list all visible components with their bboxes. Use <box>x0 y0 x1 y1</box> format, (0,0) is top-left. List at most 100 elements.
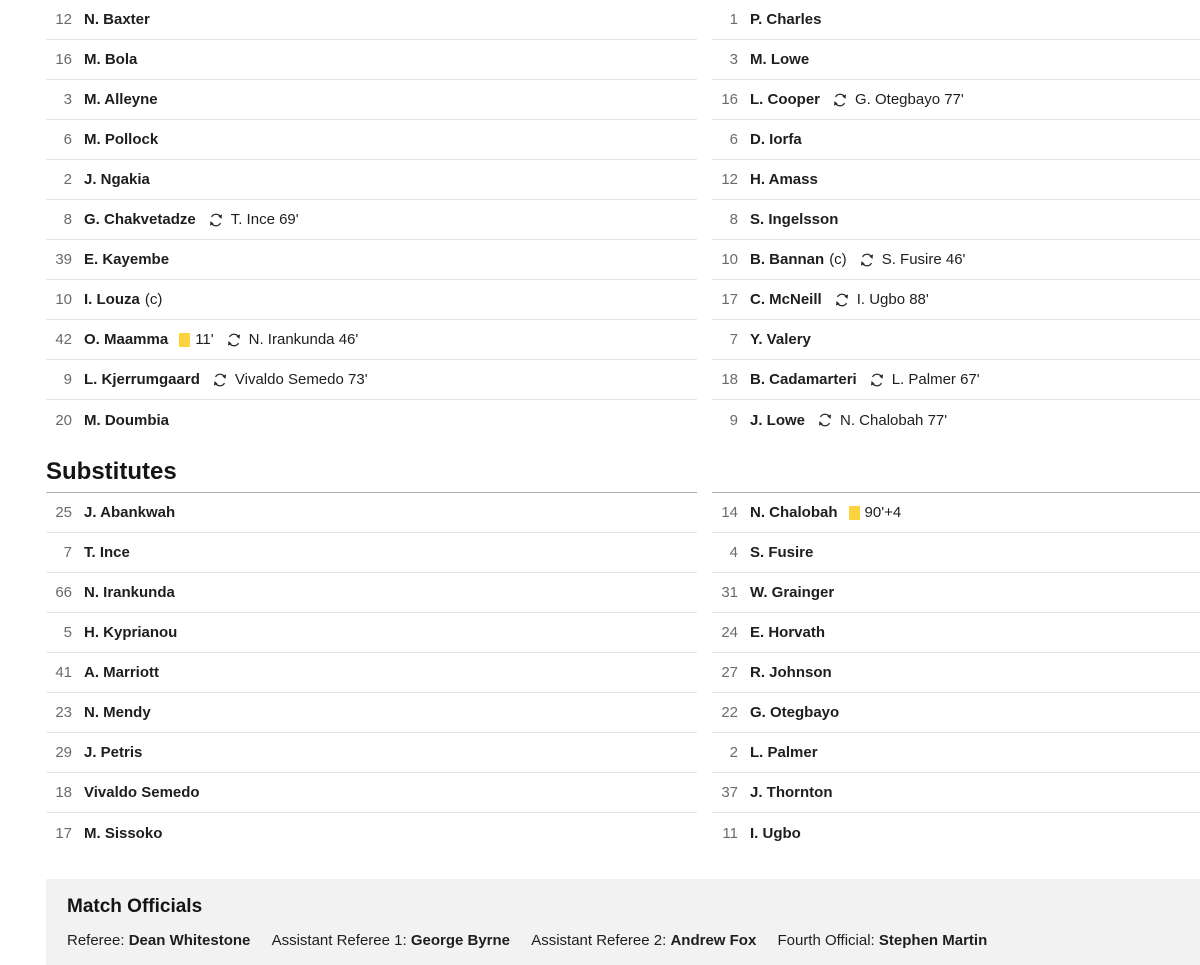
official-name: George Byrne <box>410 932 511 949</box>
player-row: 2 J. Ngakia <box>46 160 697 200</box>
player-name: P. Charles <box>750 11 822 28</box>
player-name: D. Iorfa <box>750 131 802 148</box>
player-name: L. Kjerrumgaard <box>84 371 200 388</box>
substitution-icon <box>870 373 883 386</box>
player-row: 14 N. Chalobah 90'+4 <box>712 493 1200 533</box>
shirt-number: 22 <box>721 704 738 721</box>
player-row: 7 Y. Valery <box>712 320 1200 360</box>
player-name: J. Abankwah <box>84 504 176 521</box>
player-row: 3 M. Alleyne <box>46 80 697 120</box>
shirt-number: 12 <box>55 11 72 28</box>
player-row: 22 G. Otegbayo <box>712 693 1200 733</box>
substitution-info: L. Palmer 67' <box>869 371 980 388</box>
substitution-info: Vivaldo Semedo 73' <box>212 371 368 388</box>
player-row: 7 T. Ince <box>46 533 697 573</box>
substitutes-heading: Substitutes <box>46 457 177 485</box>
shirt-number: 66 <box>55 584 72 601</box>
player-row: 39 E. Kayembe <box>46 240 697 280</box>
shirt-number: 6 <box>729 131 738 148</box>
shirt-number: 23 <box>55 704 72 721</box>
official-role-label: Referee: <box>67 932 125 949</box>
player-row: 12 H. Amass <box>712 160 1200 200</box>
player-name: B. Bannan <box>750 251 825 268</box>
player-row: 17 M. Sissoko <box>46 813 697 853</box>
substitution-icon <box>227 333 240 346</box>
booking: 11' <box>179 331 214 348</box>
shirt-number: 2 <box>729 744 738 761</box>
player-name: Y. Valery <box>750 331 811 348</box>
away-team-column: 1 P. Charles 3 M. Lowe 16 L. Cooper G. O… <box>712 0 1200 853</box>
home-substitutes-list: 25 J. Abankwah 7 T. Ince 66 N. Irankunda… <box>46 493 697 853</box>
substitution-icon <box>818 413 832 427</box>
shirt-number: 3 <box>729 51 738 68</box>
player-row: 24 E. Horvath <box>712 613 1200 653</box>
player-row: 6 M. Pollock <box>46 120 697 160</box>
home-substitutes-header: Substitutes <box>46 450 697 493</box>
player-row: 16 L. Cooper G. Otegbayo 77' <box>712 80 1200 120</box>
substitution-info: I. Ugbo 88' <box>834 291 929 308</box>
shirt-number: 31 <box>721 584 738 601</box>
player-row: 2 L. Palmer <box>712 733 1200 773</box>
player-row: 16 M. Bola <box>46 40 697 80</box>
player-row: 3 M. Lowe <box>712 40 1200 80</box>
substitute-player-minute: N. Chalobah 77' <box>840 411 948 429</box>
substitute-player-minute: I. Ugbo 88' <box>856 291 929 308</box>
player-row: 41 A. Marriott <box>46 653 697 693</box>
player-name: L. Cooper <box>750 91 820 108</box>
officials-list: Referee: Dean Whitestone Assistant Refer… <box>67 932 1200 949</box>
official-name: Stephen Martin <box>878 932 988 949</box>
home-team-column: 12 N. Baxter 16 M. Bola 3 M. Alleyne 6 M… <box>46 0 697 853</box>
away-substitutes-list: 14 N. Chalobah 90'+4 4 S. Fusire 31 W. G… <box>712 493 1200 853</box>
shirt-number: 12 <box>721 171 738 188</box>
substitute-player-minute: Vivaldo Semedo 73' <box>234 371 368 388</box>
shirt-number: 4 <box>729 544 738 561</box>
substitution-info: T. Ince 69' <box>208 211 299 228</box>
player-name: G. Otegbayo <box>750 704 840 721</box>
home-starters-list: 12 N. Baxter 16 M. Bola 3 M. Alleyne 6 M… <box>46 0 697 440</box>
player-row: 4 S. Fusire <box>712 533 1200 573</box>
player-name: J. Lowe <box>750 411 806 429</box>
shirt-number: 10 <box>55 291 72 308</box>
shirt-number: 14 <box>721 504 738 521</box>
player-name: C. McNeill <box>750 291 822 308</box>
official-item: Fourth Official: Stephen Martin <box>777 932 987 949</box>
player-name: E. Kayembe <box>84 251 170 268</box>
shirt-number: 8 <box>729 211 738 228</box>
player-row: 1 P. Charles <box>712 0 1200 40</box>
player-row: 8 S. Ingelsson <box>712 200 1200 240</box>
player-name: I. Ugbo <box>750 824 801 842</box>
substitute-player-minute: L. Palmer 67' <box>891 371 980 388</box>
player-name: S. Fusire <box>750 544 814 561</box>
player-name: T. Ince <box>84 544 130 561</box>
player-name: A. Marriott <box>84 664 159 681</box>
shirt-number: 9 <box>63 371 72 388</box>
shirt-number: 17 <box>721 291 738 308</box>
player-name: M. Pollock <box>84 131 159 148</box>
shirt-number: 37 <box>721 784 738 801</box>
captain-indicator: (c) <box>829 251 847 268</box>
player-name: N. Baxter <box>84 11 150 28</box>
shirt-number: 20 <box>55 411 72 429</box>
shirt-number: 25 <box>55 504 72 521</box>
player-row: 8 G. Chakvetadze T. Ince 69' <box>46 200 697 240</box>
player-row: 11 I. Ugbo <box>712 813 1200 853</box>
shirt-number: 10 <box>721 251 738 268</box>
substitute-player-minute: G. Otegbayo 77' <box>855 91 964 108</box>
player-name: M. Lowe <box>750 51 810 68</box>
shirt-number: 3 <box>63 91 72 108</box>
player-name: L. Palmer <box>750 744 818 761</box>
player-name: N. Irankunda <box>84 584 175 601</box>
official-name: Dean Whitestone <box>128 932 251 949</box>
shirt-number: 7 <box>63 544 72 561</box>
player-row: 9 J. Lowe N. Chalobah 77' <box>712 400 1200 440</box>
shirt-number: 27 <box>721 664 738 681</box>
player-name: M. Doumbia <box>84 411 169 429</box>
player-row: 66 N. Irankunda <box>46 573 697 613</box>
shirt-number: 11 <box>722 824 738 842</box>
player-row: 23 N. Mendy <box>46 693 697 733</box>
player-name: O. Maamma <box>84 331 169 348</box>
substitution-icon <box>213 373 226 386</box>
shirt-number: 24 <box>721 624 738 641</box>
booking-minute: 11' <box>195 331 214 348</box>
shirt-number: 2 <box>63 171 72 188</box>
